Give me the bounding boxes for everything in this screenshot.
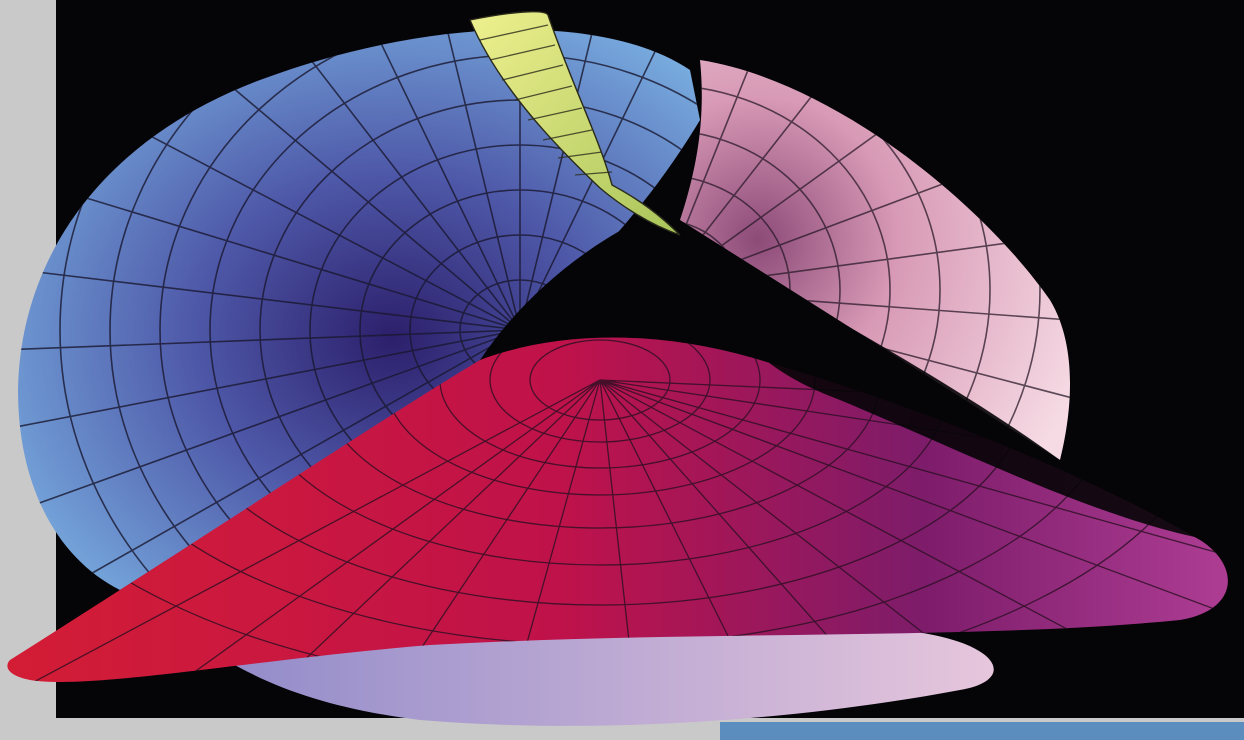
pink-sheet <box>680 60 1070 460</box>
shadow-wedge <box>680 230 1210 540</box>
yellow-band <box>469 11 681 236</box>
blue-accent-strip <box>720 722 1244 740</box>
yellow-band-mesh <box>479 24 613 176</box>
